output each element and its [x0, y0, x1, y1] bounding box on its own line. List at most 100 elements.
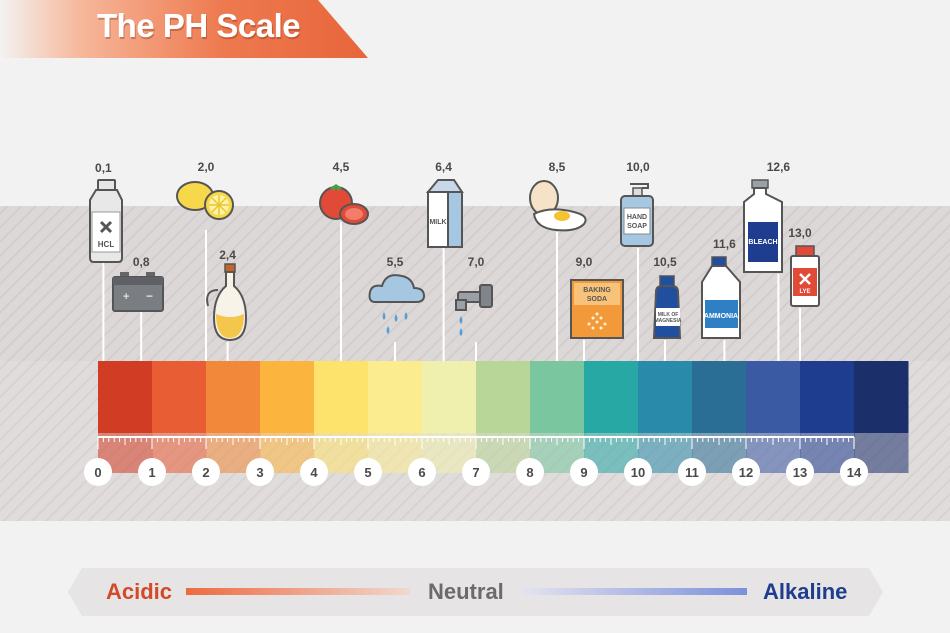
- ph-segment-3: [260, 361, 315, 433]
- magnesia-label-1: MILK OF: [658, 312, 679, 318]
- milk-ph-value: 6,4: [435, 160, 452, 174]
- baking-soda-box-icon: BAKING SODA: [570, 279, 624, 339]
- legend-alkaline: Alkaline: [763, 579, 848, 604]
- ph-color-bar: [98, 361, 909, 473]
- battery-icon: + −: [112, 272, 164, 312]
- bleach-ph-value: 12,6: [767, 160, 791, 174]
- ammonia-bottle-icon: AMMONIA: [701, 256, 741, 339]
- ph-number-10: 10: [624, 458, 652, 486]
- ph-number-8: 8: [516, 458, 544, 486]
- ph-number-5: 5: [354, 458, 382, 486]
- egg-icon: [529, 180, 587, 232]
- ph-segment-9: [584, 361, 639, 433]
- svg-text:0: 0: [94, 465, 101, 480]
- bleach-jug-icon: BLEACH: [743, 179, 783, 273]
- ph-number-12: 12: [732, 458, 760, 486]
- ph-segment-6: [422, 361, 477, 433]
- hand-soap-dispenser-icon: HAND SOAP: [620, 183, 654, 247]
- legend-acidic: Acidic: [106, 579, 173, 604]
- ph-number-13: 13: [786, 458, 814, 486]
- baking-soda-ph-value: 9,0: [576, 255, 593, 269]
- baking-soda-label-1: BAKING: [583, 287, 611, 294]
- ph-segment-2: [206, 361, 261, 433]
- svg-text:9: 9: [580, 465, 587, 480]
- lemon-icon: [176, 181, 234, 220]
- water-ph-value: 7,0: [468, 255, 485, 269]
- svg-text:11: 11: [685, 465, 699, 480]
- water-faucet-icon: [455, 284, 493, 336]
- svg-text:2: 2: [202, 465, 209, 480]
- vinegar-ph-value: 2,4: [219, 248, 236, 262]
- ph-number-1: 1: [138, 458, 166, 486]
- rain-ph-value: 5,5: [387, 255, 404, 269]
- alkaline-gradient-line: [522, 588, 747, 595]
- svg-text:1: 1: [148, 465, 155, 480]
- lye-label: LYE: [799, 289, 810, 295]
- svg-text:14: 14: [847, 465, 862, 480]
- title-banner: [0, 0, 368, 58]
- lemon-ph-value: 2,0: [198, 160, 215, 174]
- ph-segment-12: [746, 361, 801, 433]
- hcl-bottle-icon: HCL: [89, 179, 123, 263]
- ph-segment-4: [314, 361, 369, 433]
- svg-text:12: 12: [739, 465, 753, 480]
- page-title: The PH Scale: [97, 7, 301, 44]
- svg-text:3: 3: [256, 465, 263, 480]
- svg-text:6: 6: [418, 465, 425, 480]
- ammonia-ph-value: 11,6: [713, 237, 736, 251]
- bleach-label: BLEACH: [748, 239, 777, 246]
- legend-neutral: Neutral: [428, 579, 504, 604]
- hand-soap-label-1: HAND: [627, 214, 647, 221]
- ph-number-3: 3: [246, 458, 274, 486]
- ph-number-labels: 0 1 2 3 4 5 6 7 8 9 10 11 12 13 14: [84, 458, 868, 486]
- svg-text:7: 7: [472, 465, 479, 480]
- battery-ph-value: 0,8: [133, 255, 150, 269]
- ph-segment-11: [692, 361, 747, 433]
- ph-segment-0: [98, 361, 153, 433]
- acidity-legend: Acidic Neutral Alkaline: [68, 568, 883, 616]
- ph-segment-10: [638, 361, 693, 433]
- milk-label: MILK: [429, 219, 446, 226]
- ph-number-11: 11: [678, 458, 706, 486]
- tomato-icon: [319, 184, 369, 225]
- milk-of-magnesia-bottle-icon: MILK OF MAGNESIA: [652, 275, 682, 339]
- ph-ruler: [97, 436, 855, 449]
- svg-text:10: 10: [631, 465, 645, 480]
- egg-ph-value: 8,5: [549, 160, 566, 174]
- ph-segment-14: [854, 361, 909, 433]
- ph-number-0: 0: [84, 458, 112, 486]
- ph-number-9: 9: [570, 458, 598, 486]
- svg-text:4: 4: [310, 465, 318, 480]
- ph-number-2: 2: [192, 458, 220, 486]
- ph-segment-1: [152, 361, 207, 433]
- svg-text:13: 13: [793, 465, 807, 480]
- svg-text:−: −: [146, 289, 153, 303]
- acidic-gradient-line: [186, 588, 410, 595]
- milk-carton-icon: MILK: [425, 179, 464, 248]
- hcl-ph-value: 0,1: [95, 161, 112, 175]
- vinegar-bottle-icon: [206, 263, 248, 342]
- ph-segment-5: [368, 361, 423, 433]
- svg-text:5: 5: [364, 465, 371, 480]
- tomato-ph-value: 4,5: [333, 160, 350, 174]
- ph-segment-7: [476, 361, 531, 433]
- rain-cloud-icon: [368, 274, 426, 334]
- svg-text:+: +: [123, 291, 129, 303]
- milk-of-magnesia-ph-value: 10,5: [653, 255, 677, 269]
- hcl-label: HCL: [98, 240, 115, 249]
- ph-number-6: 6: [408, 458, 436, 486]
- lye-ph-value: 13,0: [788, 226, 812, 240]
- ph-number-7: 7: [462, 458, 490, 486]
- magnesia-label-2: MAGNESIA: [655, 318, 682, 324]
- hand-soap-label-2: SOAP: [627, 223, 647, 230]
- baking-soda-label-2: SODA: [587, 296, 607, 303]
- hand-soap-ph-value: 10,0: [626, 160, 650, 174]
- svg-text:8: 8: [526, 465, 533, 480]
- ph-segment-8: [530, 361, 585, 433]
- substance-ph-values: 0,1 0,8 2,0 2,4 4,5 5,5 6,4 7,0 8,5 9,0 10,0 10,5 11…: [95, 160, 812, 269]
- ammonia-label: AMMONIA: [704, 313, 738, 320]
- lye-can-icon: LYE: [790, 245, 820, 307]
- ph-number-14: 14: [840, 458, 868, 486]
- ph-segment-13: [800, 361, 855, 433]
- ph-number-4: 4: [300, 458, 328, 486]
